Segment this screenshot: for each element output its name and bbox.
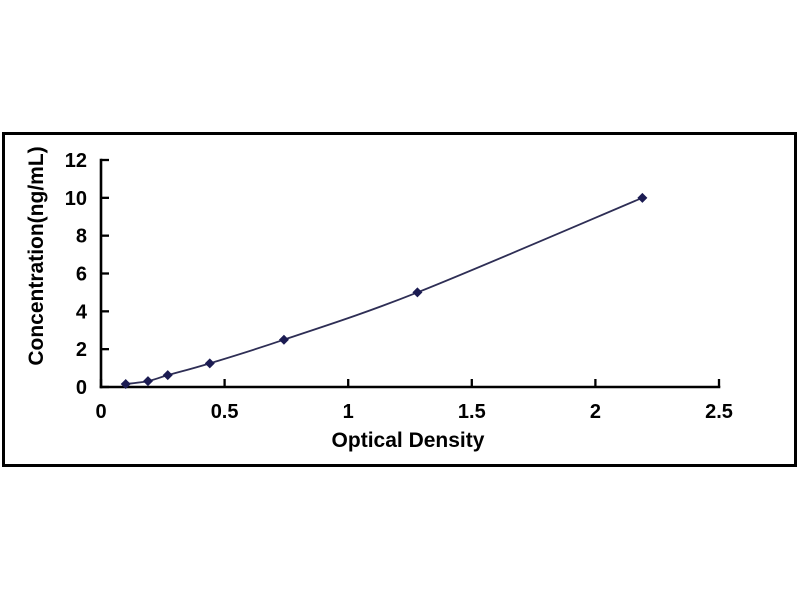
data-point-marker — [162, 370, 173, 381]
data-point-marker — [278, 334, 289, 345]
data-point-marker — [120, 379, 131, 390]
series-line — [125, 197, 643, 385]
chart-frame: 0 0.5 1 1.5 2 2.5 0 2 4 6 8 10 12 — [2, 132, 797, 467]
x-tick-label: 1 — [343, 401, 354, 423]
plot-area-svg: 0 0.5 1 1.5 2 2.5 0 2 4 6 8 10 12 — [65, 150, 733, 423]
y-tick-label: 6 — [76, 264, 87, 286]
x-axis-title: Optical Density — [331, 429, 485, 452]
data-point-marker — [142, 376, 153, 387]
x-tick-label: 0.5 — [211, 401, 239, 423]
x-tick-label: 0 — [95, 401, 106, 423]
y-tick-label: 4 — [76, 301, 88, 323]
data-point-marker — [637, 192, 648, 203]
y-tick-label: 0 — [76, 377, 87, 399]
x-tick-label: 2.5 — [705, 401, 733, 423]
x-tick-label: 2 — [590, 401, 601, 423]
data-point-marker — [204, 358, 215, 369]
x-tick-label: 1.5 — [458, 401, 486, 423]
y-tick-label: 8 — [76, 226, 87, 248]
y-tick-label: 10 — [65, 188, 87, 210]
y-tick-label: 2 — [76, 339, 87, 361]
y-axis-title: Concentration(ng/mL) — [25, 146, 48, 366]
data-point-marker — [412, 287, 423, 298]
y-tick-label: 12 — [65, 150, 87, 172]
